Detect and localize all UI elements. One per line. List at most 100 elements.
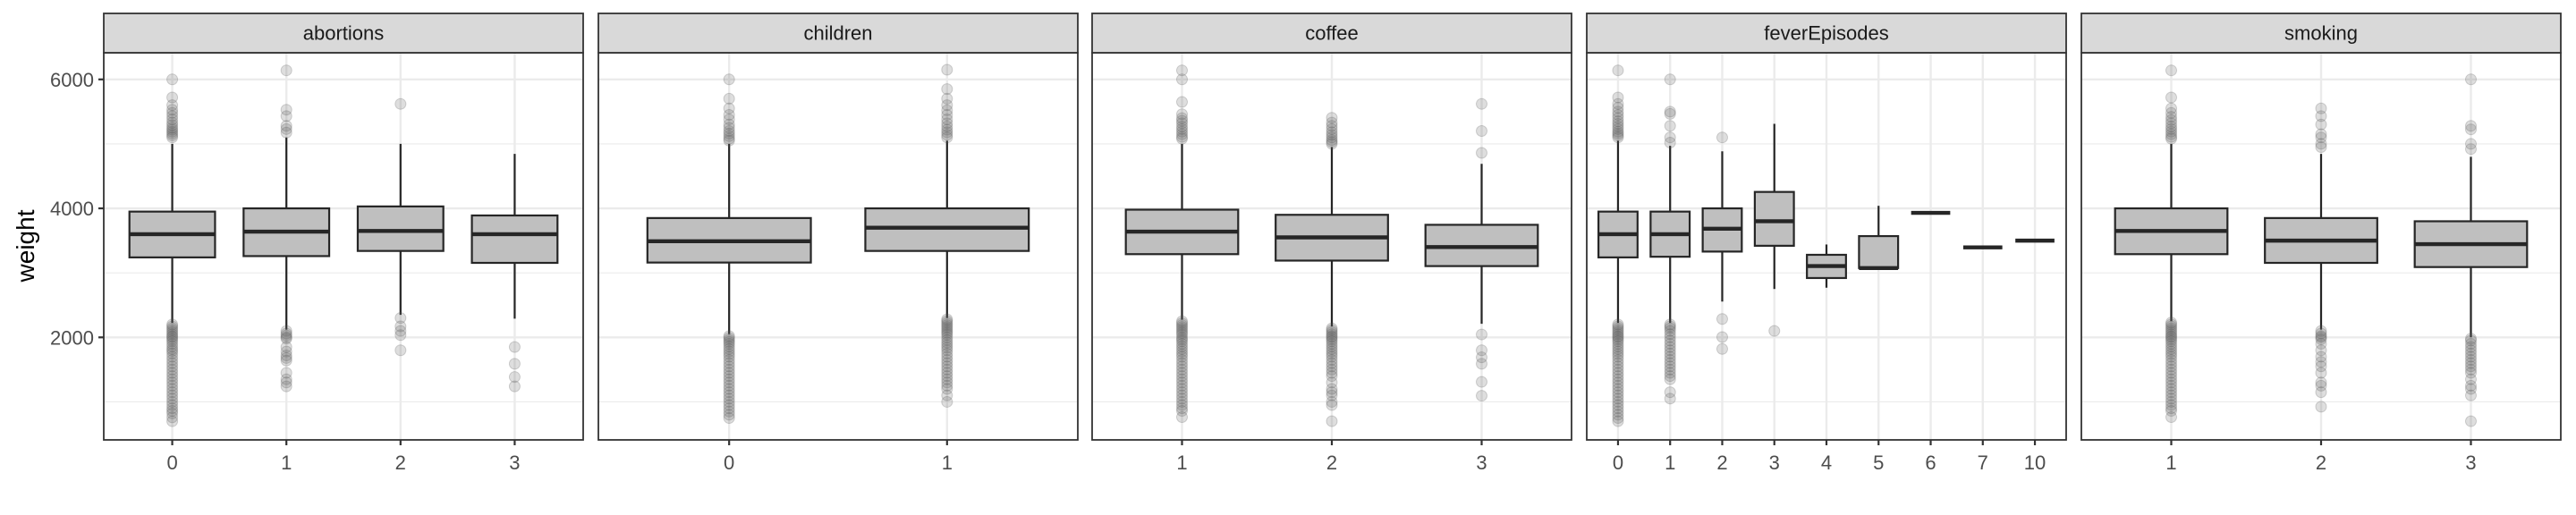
outlier-point xyxy=(1612,91,1624,104)
outlier-point xyxy=(1326,367,1338,379)
outlier-point xyxy=(1664,370,1676,383)
outlier-point xyxy=(941,323,953,335)
outlier-point xyxy=(1612,324,1624,336)
outlier-point xyxy=(1664,331,1676,343)
outlier-point xyxy=(2465,123,2477,136)
outlier-point xyxy=(1176,405,1188,418)
outlier-point xyxy=(1176,340,1188,352)
outlier-point xyxy=(1612,354,1624,367)
outlier-point xyxy=(1326,331,1338,343)
outlier-point xyxy=(1612,399,1624,411)
outlier-point xyxy=(941,104,953,116)
outlier-point xyxy=(2165,393,2177,405)
outlier-point xyxy=(2165,318,2177,331)
outlier-point xyxy=(1326,322,1338,334)
outlier-point xyxy=(1612,320,1624,333)
outlier-point xyxy=(1176,338,1188,350)
outlier-point xyxy=(941,333,953,346)
outlier-point xyxy=(2465,367,2477,379)
outlier-point xyxy=(2165,128,2177,140)
outlier-point xyxy=(2315,327,2327,340)
box-coffee-2 xyxy=(1275,112,1389,427)
outlier-point xyxy=(2165,345,2177,358)
outlier-point xyxy=(2165,333,2177,345)
outlier-point xyxy=(1612,379,1624,392)
outlier-point xyxy=(1176,120,1188,132)
outlier-point xyxy=(166,379,179,392)
outlier-point xyxy=(280,373,292,385)
outlier-point xyxy=(166,99,179,112)
outlier-point xyxy=(1326,326,1338,339)
facet-strip xyxy=(103,13,584,54)
outlier-point xyxy=(1176,383,1188,395)
outlier-point xyxy=(2315,131,2327,144)
y-tick-label: 6000 xyxy=(50,69,94,91)
outlier-point xyxy=(166,383,179,395)
outlier-point xyxy=(941,315,953,327)
outlier-point xyxy=(1612,108,1624,121)
outlier-point xyxy=(2315,401,2327,413)
outlier-point xyxy=(723,114,735,126)
outlier-point xyxy=(1612,335,1624,348)
outlier-point xyxy=(2165,411,2177,424)
x-tick-label: 0 xyxy=(1613,452,1623,474)
outlier-point xyxy=(280,354,292,367)
outlier-point xyxy=(1716,342,1728,355)
outlier-point xyxy=(1612,120,1624,132)
outlier-point xyxy=(1476,344,1487,357)
x-tick-label: 0 xyxy=(166,452,177,474)
outlier-point xyxy=(166,335,179,348)
outlier-point xyxy=(280,345,292,358)
outlier-point xyxy=(2165,342,2177,355)
outlier-point xyxy=(1612,389,1624,401)
outlier-point xyxy=(166,395,179,408)
box-iqr xyxy=(470,214,559,265)
outlier-point xyxy=(941,354,953,367)
box-smoking-2 xyxy=(2264,102,2378,413)
x-tick-label: 1 xyxy=(2165,452,2176,474)
outlier-point xyxy=(166,326,179,339)
outlier-point xyxy=(2465,341,2477,353)
outlier-point xyxy=(941,331,953,343)
outlier-point xyxy=(166,373,179,385)
y-tick-label: 4000 xyxy=(50,198,94,220)
outlier-point xyxy=(1326,126,1338,139)
outlier-point xyxy=(394,320,407,333)
outlier-point xyxy=(723,345,735,358)
outlier-point xyxy=(2165,328,2177,341)
outlier-point xyxy=(723,350,735,363)
outlier-point xyxy=(941,117,953,130)
box-children-1 xyxy=(864,63,1030,408)
outlier-point xyxy=(394,329,407,342)
outlier-point xyxy=(1176,342,1188,355)
outlier-point xyxy=(1612,127,1624,139)
outlier-point xyxy=(2165,106,2177,119)
outlier-point xyxy=(2165,111,2177,123)
outlier-point xyxy=(941,326,953,339)
outlier-point xyxy=(2165,335,2177,348)
outlier-point xyxy=(1326,340,1338,352)
outlier-point xyxy=(280,350,292,362)
outlier-point xyxy=(941,319,953,332)
outlier-point xyxy=(723,102,735,114)
outlier-point xyxy=(941,131,953,144)
box-smoking-1 xyxy=(2114,64,2229,424)
outlier-point xyxy=(2165,330,2177,342)
outlier-point xyxy=(1326,350,1338,363)
outlier-point xyxy=(941,376,953,389)
outlier-point xyxy=(1664,107,1676,120)
outlier-point xyxy=(166,130,179,142)
outlier-point xyxy=(941,129,953,141)
panel-feverEpisodes: 0 1 2 3 4 5 6 7 10 feverEpisodes xyxy=(1586,13,2067,474)
outlier-point xyxy=(166,91,179,104)
outlier-point xyxy=(1176,325,1188,337)
outlier-point xyxy=(2315,376,2327,389)
outlier-point xyxy=(1176,331,1188,343)
outlier-point xyxy=(508,380,521,393)
box-abortions-0 xyxy=(128,73,216,427)
outlier-point xyxy=(941,99,953,112)
outlier-point xyxy=(2165,324,2177,336)
outlier-point xyxy=(280,367,292,379)
outlier-point xyxy=(280,104,292,116)
outlier-point xyxy=(941,373,953,385)
